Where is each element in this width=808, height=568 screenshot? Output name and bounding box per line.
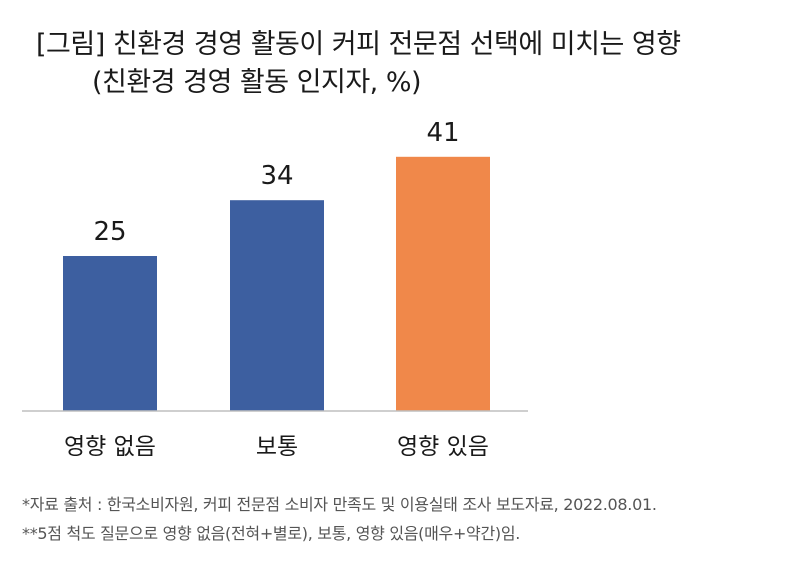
source-note: *자료 출처 : 한국소비자원, 커피 전문점 소비자 만족도 및 이용실태 조… [22, 495, 657, 514]
bar-3 [396, 156, 490, 411]
bars-group [63, 156, 490, 411]
bar-2 [230, 200, 324, 411]
category-labels-group: 영향 없음 보통 영향 있음 [64, 434, 489, 460]
category-label-2: 보통 [256, 434, 298, 460]
chart-subtitle: (친환경 경영 활동 인지자, %) [92, 67, 422, 98]
value-labels-group: 25 34 41 [93, 118, 459, 247]
bar-1 [63, 256, 157, 411]
category-label-3: 영향 있음 [397, 434, 489, 460]
value-label-3: 41 [426, 118, 459, 148]
chart-title: [그림] 친환경 경영 활동이 커피 전문점 선택에 미치는 영향 [36, 29, 681, 60]
value-label-1: 25 [93, 217, 126, 247]
category-label-1: 영향 없음 [64, 434, 156, 460]
bar-chart: 25 34 41 영향 없음 보통 영향 있음 [22, 118, 528, 460]
value-label-2: 34 [260, 161, 293, 191]
scale-note: **5점 척도 질문으로 영향 없음(전혀+별로), 보통, 영향 있음(매우+… [22, 524, 521, 543]
